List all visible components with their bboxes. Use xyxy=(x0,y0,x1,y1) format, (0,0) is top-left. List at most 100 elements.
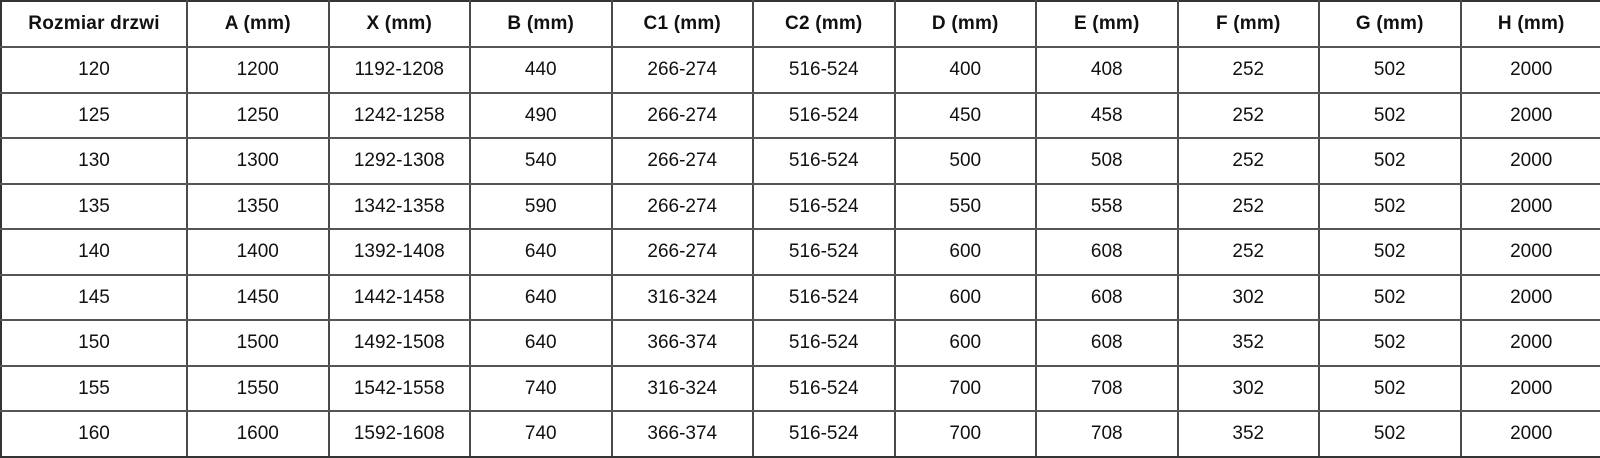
table-cell: 516-524 xyxy=(753,47,895,93)
table-cell: 352 xyxy=(1178,320,1320,366)
cell-door-size: 140 xyxy=(1,229,187,275)
table-cell: 1492-1508 xyxy=(329,320,471,366)
table-cell: 408 xyxy=(1036,47,1178,93)
cell-door-size: 145 xyxy=(1,275,187,321)
table-cell: 1250 xyxy=(187,93,329,139)
table-cell: 1500 xyxy=(187,320,329,366)
table-cell: 1442-1458 xyxy=(329,275,471,321)
table-cell: 1450 xyxy=(187,275,329,321)
table-cell: 540 xyxy=(470,138,612,184)
table-cell: 352 xyxy=(1178,411,1320,457)
table-cell: 502 xyxy=(1319,138,1461,184)
table-cell: 2000 xyxy=(1461,411,1600,457)
table-cell: 558 xyxy=(1036,184,1178,230)
column-header-0: Rozmiar drzwi xyxy=(1,1,187,47)
table-cell: 740 xyxy=(470,366,612,412)
cell-door-size: 150 xyxy=(1,320,187,366)
table-cell: 2000 xyxy=(1461,93,1600,139)
table-cell: 316-324 xyxy=(612,366,754,412)
table-cell: 516-524 xyxy=(753,184,895,230)
table-cell: 266-274 xyxy=(612,184,754,230)
table-cell: 1350 xyxy=(187,184,329,230)
table-cell: 2000 xyxy=(1461,47,1600,93)
column-header-4: C1 (mm) xyxy=(612,1,754,47)
column-header-10: H (mm) xyxy=(1461,1,1600,47)
table-cell: 2000 xyxy=(1461,229,1600,275)
table-cell: 2000 xyxy=(1461,184,1600,230)
table-cell: 608 xyxy=(1036,229,1178,275)
table-cell: 502 xyxy=(1319,184,1461,230)
table-cell: 490 xyxy=(470,93,612,139)
table-cell: 316-324 xyxy=(612,275,754,321)
table-cell: 708 xyxy=(1036,366,1178,412)
table-cell: 516-524 xyxy=(753,93,895,139)
table-cell: 740 xyxy=(470,411,612,457)
column-header-3: B (mm) xyxy=(470,1,612,47)
table-cell: 266-274 xyxy=(612,138,754,184)
cell-door-size: 160 xyxy=(1,411,187,457)
table-cell: 252 xyxy=(1178,229,1320,275)
table-cell: 366-374 xyxy=(612,411,754,457)
table-cell: 516-524 xyxy=(753,411,895,457)
table-cell: 640 xyxy=(470,275,612,321)
column-header-6: D (mm) xyxy=(895,1,1037,47)
table-cell: 600 xyxy=(895,229,1037,275)
table-cell: 2000 xyxy=(1461,366,1600,412)
cell-door-size: 125 xyxy=(1,93,187,139)
table-cell: 366-374 xyxy=(612,320,754,366)
table-cell: 600 xyxy=(895,275,1037,321)
table-cell: 2000 xyxy=(1461,275,1600,321)
table-cell: 266-274 xyxy=(612,93,754,139)
table-cell: 700 xyxy=(895,411,1037,457)
column-header-5: C2 (mm) xyxy=(753,1,895,47)
table-cell: 1292-1308 xyxy=(329,138,471,184)
table-cell: 1542-1558 xyxy=(329,366,471,412)
table-cell: 252 xyxy=(1178,47,1320,93)
column-header-7: E (mm) xyxy=(1036,1,1178,47)
table-cell: 1600 xyxy=(187,411,329,457)
table-cell: 516-524 xyxy=(753,320,895,366)
table-cell: 700 xyxy=(895,366,1037,412)
table-cell: 450 xyxy=(895,93,1037,139)
table-cell: 502 xyxy=(1319,320,1461,366)
table-cell: 400 xyxy=(895,47,1037,93)
table-cell: 302 xyxy=(1178,366,1320,412)
table-cell: 252 xyxy=(1178,93,1320,139)
table-cell: 590 xyxy=(470,184,612,230)
table-cell: 1400 xyxy=(187,229,329,275)
table-cell: 502 xyxy=(1319,411,1461,457)
table-cell: 608 xyxy=(1036,320,1178,366)
table-cell: 502 xyxy=(1319,366,1461,412)
table-cell: 608 xyxy=(1036,275,1178,321)
table-cell: 1242-1258 xyxy=(329,93,471,139)
table-cell: 516-524 xyxy=(753,275,895,321)
table-cell: 1342-1358 xyxy=(329,184,471,230)
table-cell: 1300 xyxy=(187,138,329,184)
cell-door-size: 155 xyxy=(1,366,187,412)
table-cell: 2000 xyxy=(1461,138,1600,184)
table-cell: 516-524 xyxy=(753,366,895,412)
table-cell: 508 xyxy=(1036,138,1178,184)
table-cell: 1200 xyxy=(187,47,329,93)
table-cell: 502 xyxy=(1319,47,1461,93)
table-cell: 2000 xyxy=(1461,320,1600,366)
column-header-8: F (mm) xyxy=(1178,1,1320,47)
table-cell: 600 xyxy=(895,320,1037,366)
table-cell: 708 xyxy=(1036,411,1178,457)
table-cell: 516-524 xyxy=(753,229,895,275)
table-cell: 266-274 xyxy=(612,47,754,93)
table-cell: 252 xyxy=(1178,184,1320,230)
table-cell: 1550 xyxy=(187,366,329,412)
